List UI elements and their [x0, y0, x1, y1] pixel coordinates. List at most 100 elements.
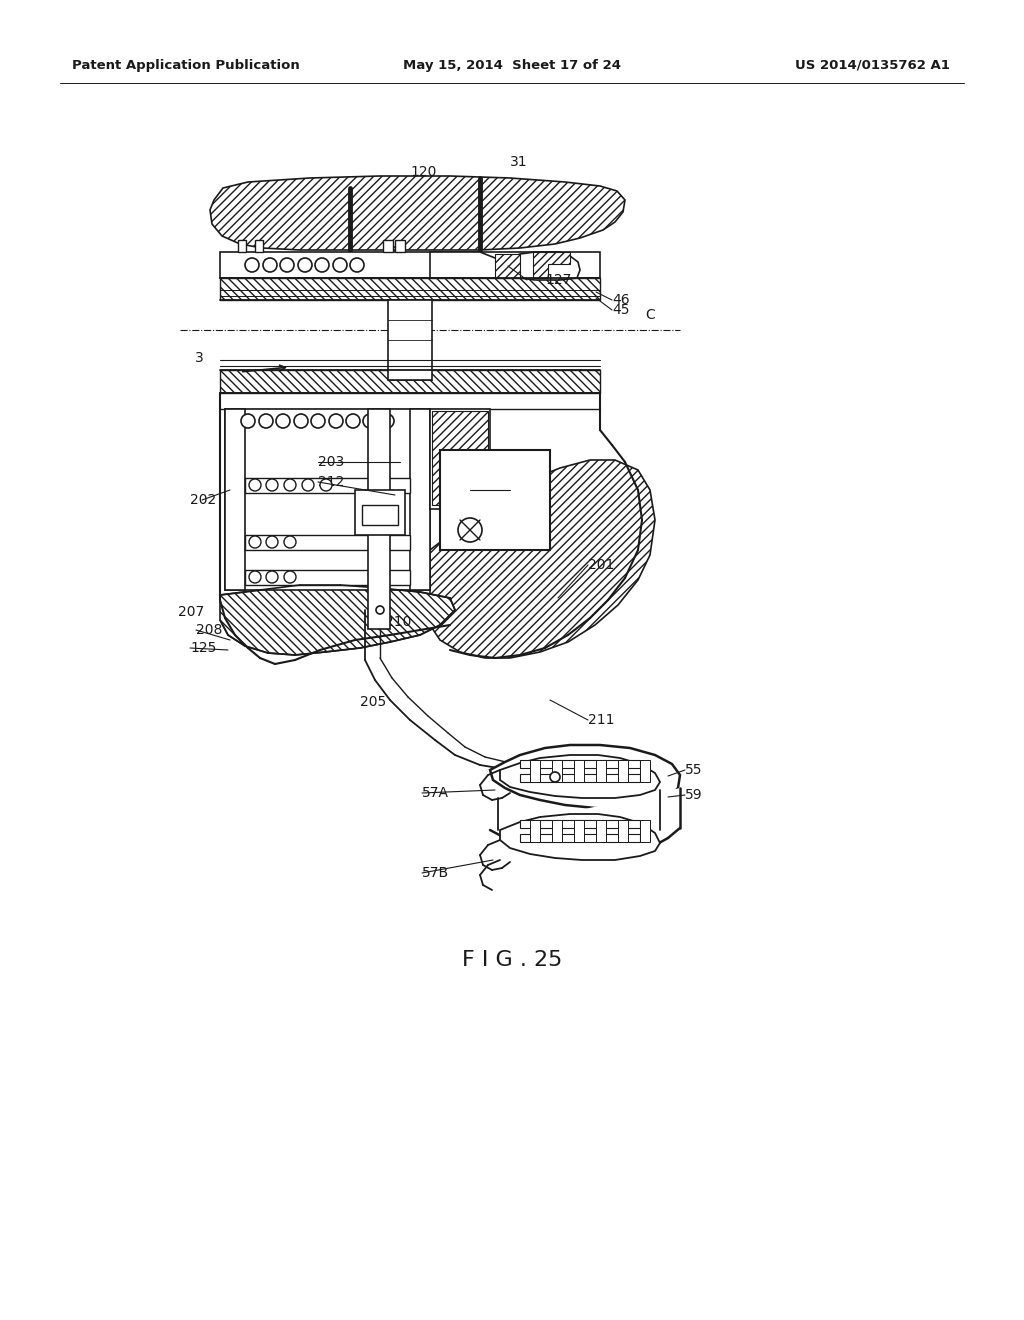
Bar — [255, 240, 263, 252]
Circle shape — [280, 257, 294, 272]
Bar — [596, 820, 606, 842]
Bar — [574, 760, 584, 781]
Bar — [245, 570, 410, 585]
Bar — [440, 450, 550, 550]
Circle shape — [550, 772, 560, 781]
Circle shape — [245, 257, 259, 272]
Bar — [383, 240, 393, 252]
Text: 46: 46 — [612, 293, 630, 308]
Polygon shape — [220, 279, 600, 300]
Bar — [410, 409, 430, 590]
Polygon shape — [490, 744, 680, 808]
Circle shape — [294, 414, 308, 428]
Circle shape — [333, 257, 347, 272]
Text: C: C — [645, 308, 654, 322]
Circle shape — [329, 414, 343, 428]
Text: 57B: 57B — [422, 866, 450, 880]
Bar — [520, 834, 640, 842]
Polygon shape — [220, 370, 600, 393]
Circle shape — [315, 257, 329, 272]
Bar — [552, 820, 562, 842]
Text: 3: 3 — [195, 351, 204, 366]
Bar — [574, 820, 584, 842]
Bar — [225, 409, 430, 590]
Bar — [618, 760, 628, 781]
Text: 127: 127 — [545, 273, 571, 286]
Bar — [552, 760, 562, 781]
Text: 57A: 57A — [422, 785, 449, 800]
Bar — [225, 409, 245, 590]
Circle shape — [302, 479, 314, 491]
Circle shape — [284, 572, 296, 583]
Text: 5: 5 — [263, 257, 271, 272]
Circle shape — [266, 536, 278, 548]
Text: 203: 203 — [318, 455, 344, 469]
Bar — [530, 760, 540, 781]
Text: R0: R0 — [455, 483, 475, 498]
Bar — [245, 478, 410, 492]
Text: 212: 212 — [318, 475, 344, 488]
Text: 120: 120 — [410, 165, 436, 180]
Text: 210: 210 — [385, 615, 412, 630]
Polygon shape — [430, 252, 580, 280]
Text: US 2014/0135762 A1: US 2014/0135762 A1 — [795, 58, 950, 71]
Bar — [520, 820, 640, 828]
Bar — [618, 820, 628, 842]
Text: 207: 207 — [178, 605, 204, 619]
Text: 201: 201 — [588, 558, 614, 572]
Circle shape — [376, 606, 384, 614]
Circle shape — [346, 414, 360, 428]
Text: 45: 45 — [612, 304, 630, 317]
Polygon shape — [495, 253, 520, 279]
Polygon shape — [534, 252, 570, 279]
Text: F I G . 25: F I G . 25 — [462, 950, 562, 970]
Circle shape — [311, 414, 325, 428]
Polygon shape — [430, 459, 655, 657]
Circle shape — [284, 479, 296, 491]
Text: Patent Application Publication: Patent Application Publication — [72, 58, 300, 71]
Bar — [520, 760, 640, 768]
Text: R0: R0 — [446, 471, 464, 484]
Bar — [238, 240, 246, 252]
Bar — [530, 820, 540, 842]
Circle shape — [249, 536, 261, 548]
Circle shape — [298, 257, 312, 272]
Circle shape — [380, 414, 394, 428]
Circle shape — [259, 414, 273, 428]
Bar — [368, 409, 390, 630]
Polygon shape — [500, 814, 660, 861]
Text: 59: 59 — [685, 788, 702, 803]
Polygon shape — [500, 755, 660, 799]
Circle shape — [362, 414, 377, 428]
Circle shape — [249, 479, 261, 491]
Circle shape — [263, 257, 278, 272]
Bar — [245, 535, 410, 550]
Circle shape — [241, 414, 255, 428]
Circle shape — [276, 414, 290, 428]
Text: May 15, 2014  Sheet 17 of 24: May 15, 2014 Sheet 17 of 24 — [403, 58, 621, 71]
Bar — [640, 820, 650, 842]
Text: 55: 55 — [685, 763, 702, 777]
Circle shape — [458, 517, 482, 543]
Circle shape — [249, 572, 261, 583]
Bar — [362, 506, 398, 525]
Bar — [430, 409, 490, 510]
Circle shape — [266, 479, 278, 491]
Bar — [596, 760, 606, 781]
Polygon shape — [490, 788, 680, 857]
Bar — [388, 300, 432, 380]
Text: 31: 31 — [510, 154, 527, 169]
Circle shape — [350, 257, 364, 272]
Text: 125: 125 — [190, 642, 216, 655]
Text: 208: 208 — [196, 623, 222, 638]
Polygon shape — [210, 176, 625, 249]
Circle shape — [284, 536, 296, 548]
Bar — [395, 240, 406, 252]
Polygon shape — [220, 585, 455, 655]
Polygon shape — [432, 411, 488, 506]
Bar — [220, 252, 600, 279]
Text: 205: 205 — [360, 696, 386, 709]
Circle shape — [319, 479, 332, 491]
Bar — [355, 490, 406, 535]
Bar — [640, 760, 650, 781]
